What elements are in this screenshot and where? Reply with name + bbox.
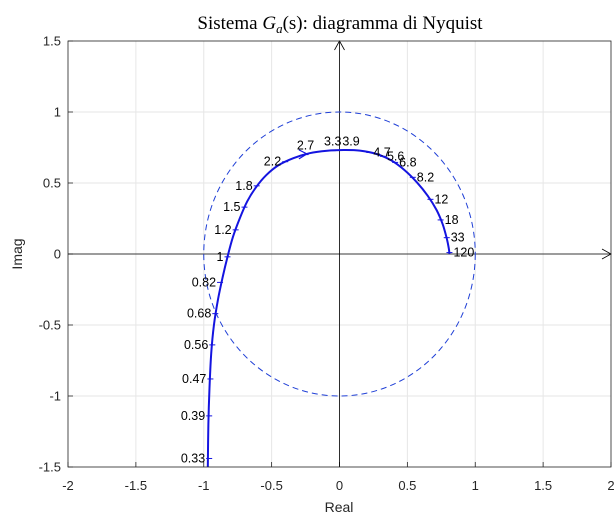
frequency-label: 120 [453, 246, 474, 260]
title-prefix: Sistema [197, 13, 262, 34]
x-tick-label: 1.5 [534, 478, 552, 493]
x-tick-label: -2 [62, 478, 74, 493]
title-suffix: : diagramma di Nyquist [303, 13, 484, 34]
x-tick-label: -1 [198, 478, 210, 493]
x-tick-label: -1.5 [125, 478, 147, 493]
x-axis-label: Real [325, 499, 354, 515]
frequency-label: 2.7 [297, 139, 314, 153]
y-tick-label: 1 [54, 105, 61, 120]
y-tick-label: 1.5 [43, 34, 61, 49]
frequency-label: 18 [445, 213, 459, 227]
frequency-label: 0.68 [187, 307, 211, 321]
frequency-label: 2.2 [264, 155, 281, 169]
y-tick-label: 0 [54, 247, 61, 262]
frequency-label: 12 [434, 192, 448, 206]
y-tick-label: 0.5 [43, 176, 61, 191]
frequency-label: 0.56 [184, 338, 208, 352]
x-tick-label: -0.5 [260, 478, 282, 493]
frequency-label: 0.39 [181, 409, 205, 423]
frequency-label: 1.8 [235, 179, 252, 193]
frequency-label: 8.2 [417, 170, 434, 184]
title-argument: (s) [283, 13, 303, 34]
frequency-label: 0.82 [192, 275, 216, 289]
frequency-label: 3.9 [342, 134, 359, 148]
frequency-label: 0.47 [182, 372, 206, 386]
x-tick-label: 2 [607, 478, 614, 493]
x-tick-label: 0.5 [398, 478, 416, 493]
frequency-label: 3.3 [324, 135, 341, 149]
frequency-label: 6.8 [399, 155, 416, 169]
frequency-label: 1.2 [214, 223, 231, 237]
frequency-label: 1 [217, 250, 224, 264]
y-tick-label: -0.5 [39, 318, 61, 333]
frequency-label: 1.5 [223, 200, 240, 214]
y-axis-label: Imag [9, 238, 25, 269]
title-func: G [262, 13, 276, 34]
y-tick-label: -1.5 [39, 460, 61, 475]
chart-title: Sistema Ga(s): diagramma di Nyquist [197, 13, 483, 36]
x-tick-label: 1 [472, 478, 479, 493]
x-tick-label: 0 [336, 478, 343, 493]
frequency-label: 0.33 [181, 451, 205, 465]
frequency-label: 33 [451, 231, 465, 245]
y-tick-label: -1 [49, 389, 61, 404]
